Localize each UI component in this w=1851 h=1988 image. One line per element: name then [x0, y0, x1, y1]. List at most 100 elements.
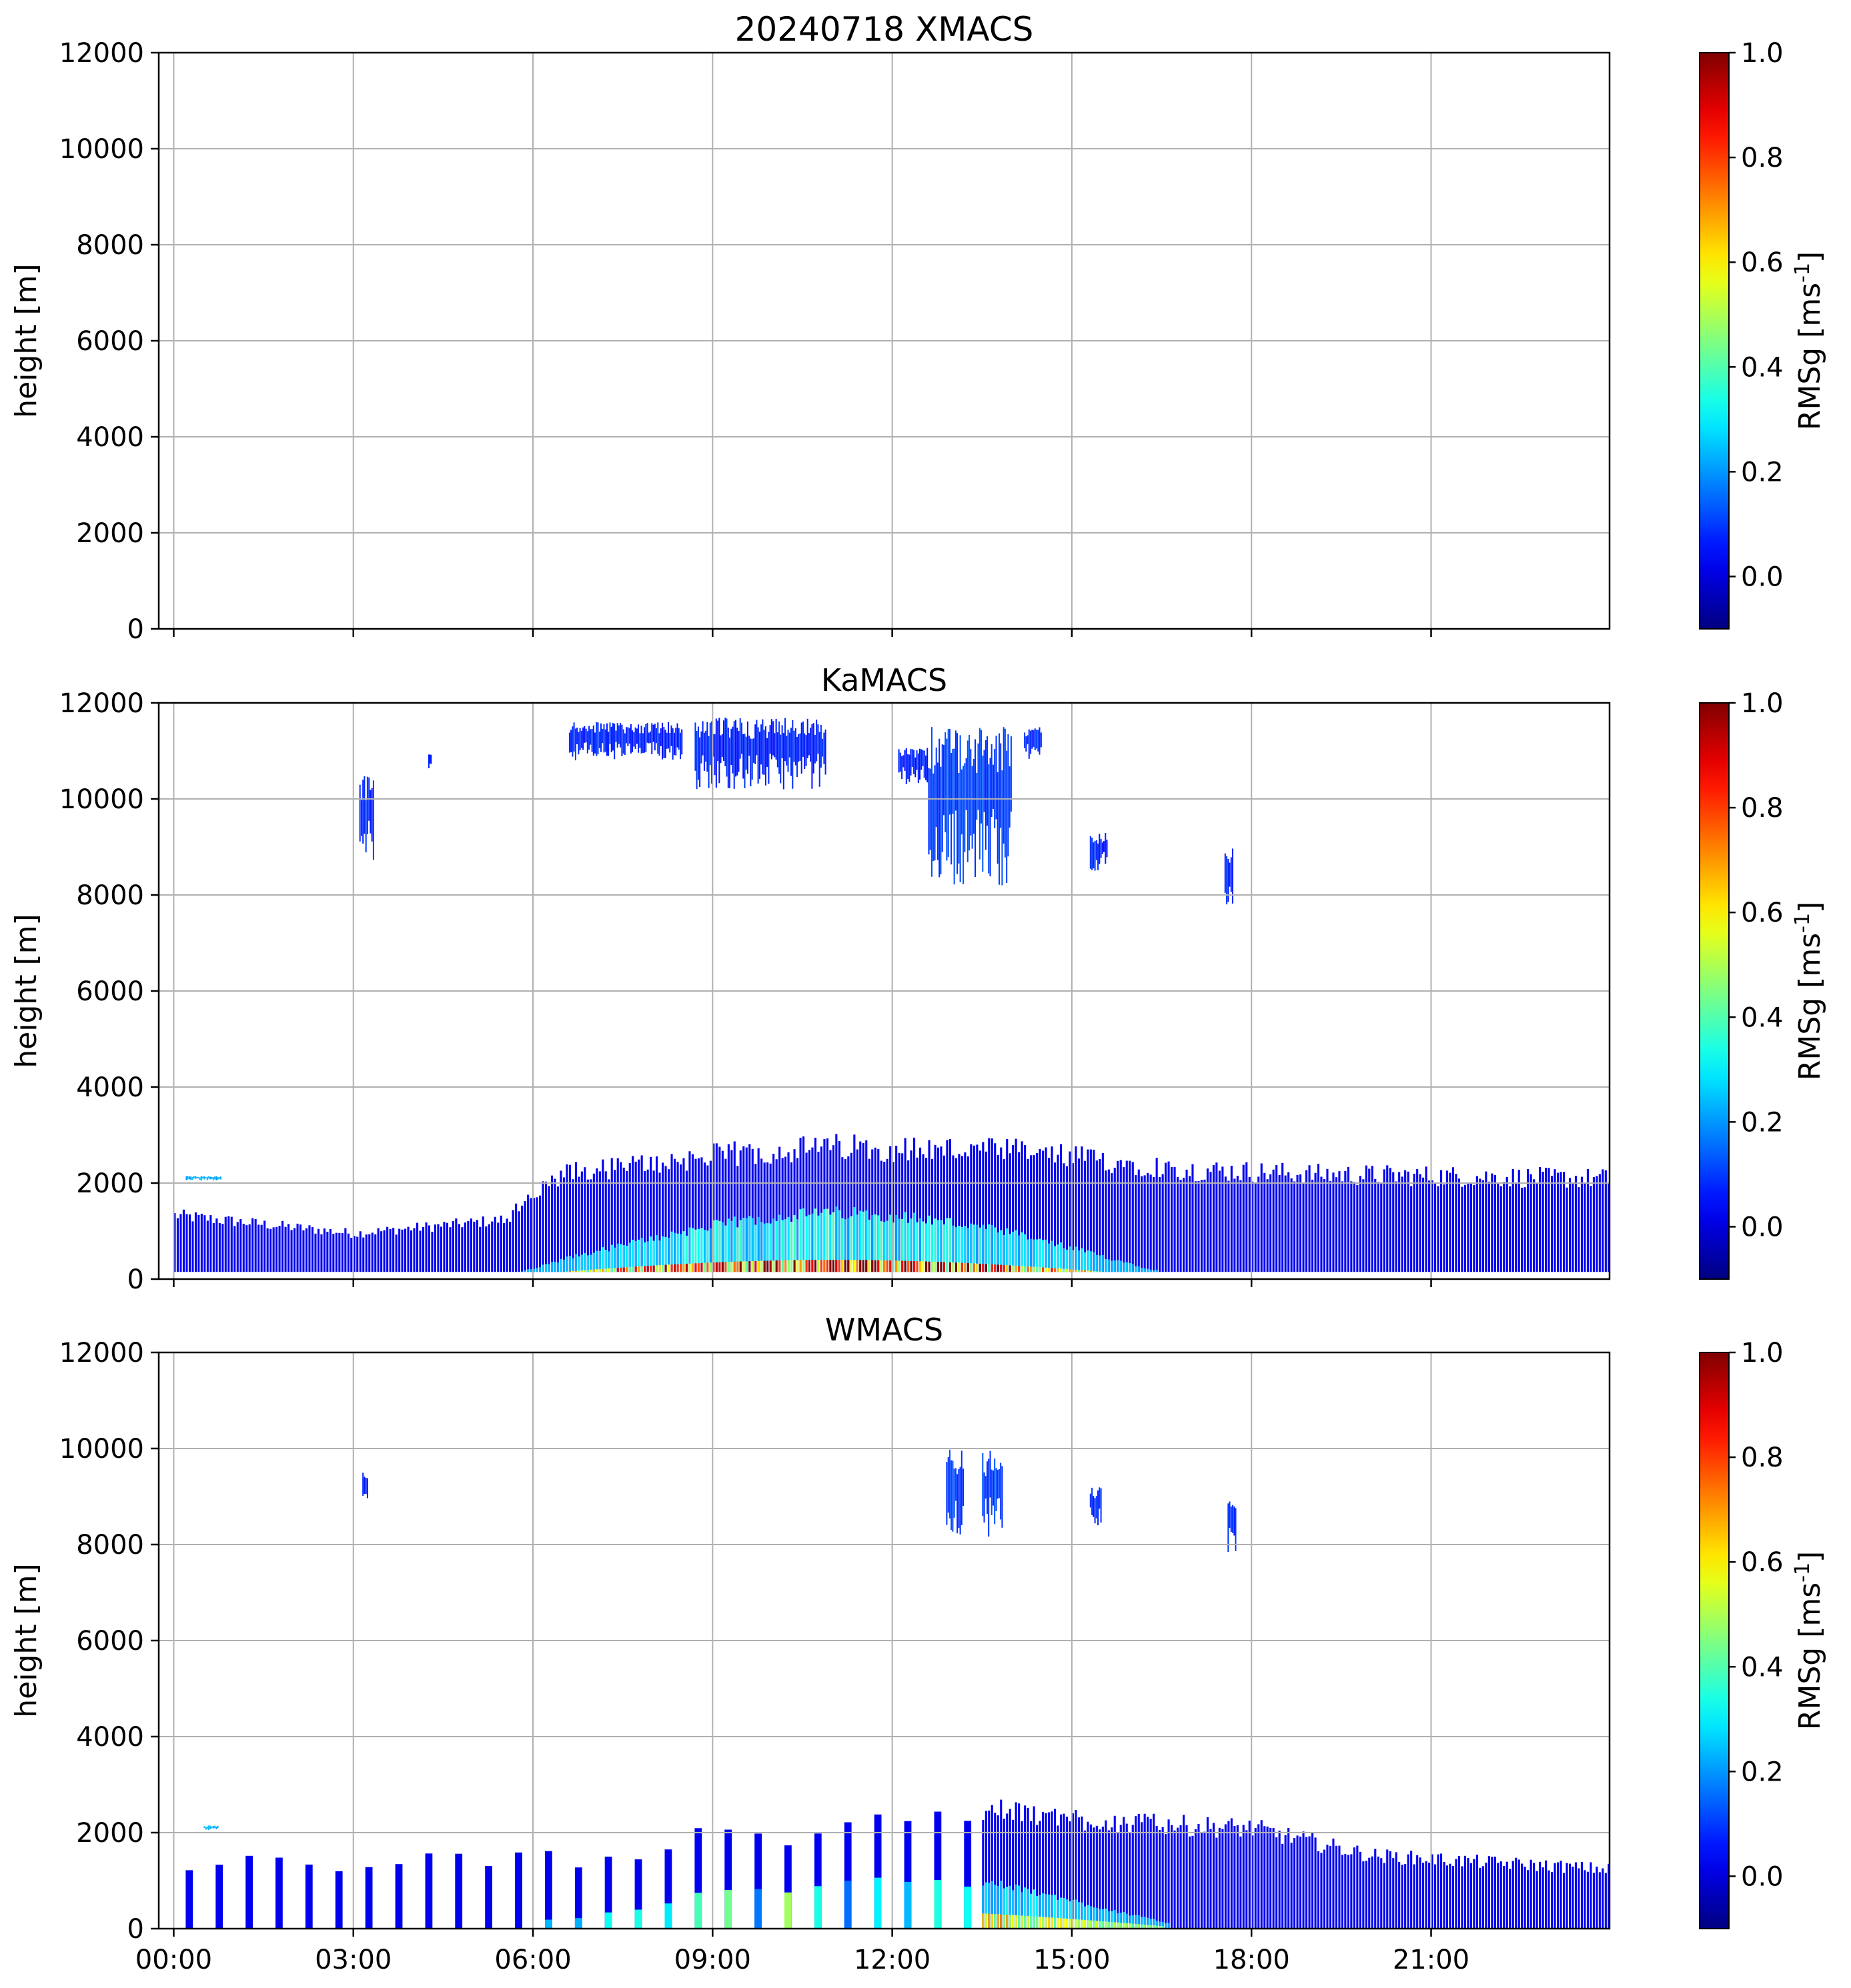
bl-column [200, 1214, 203, 1272]
bl-column [1541, 1867, 1544, 1929]
bl-column [1491, 1857, 1493, 1929]
cloud-column [983, 750, 985, 812]
bl-column [1087, 1149, 1089, 1272]
bl-peak [1036, 1266, 1039, 1272]
bl-peak [913, 1261, 916, 1272]
bl-peak [889, 1260, 892, 1272]
bl-column [1487, 1181, 1490, 1272]
cloud-column [991, 744, 993, 817]
bl-turbulence [928, 1215, 931, 1272]
bl-peak [634, 1266, 637, 1272]
y-tick-label: 6000 [76, 1626, 144, 1657]
bl-turbulence [748, 1216, 751, 1272]
bl-peak [682, 1264, 685, 1272]
bl-turbulence [662, 1236, 664, 1272]
bl-turbulence [787, 1216, 790, 1272]
bl-column [1131, 1162, 1134, 1272]
bl-column [688, 1151, 691, 1272]
bl-column [772, 1154, 775, 1272]
bl-peak [1065, 1919, 1068, 1929]
cloud-column [908, 754, 910, 782]
bl-column [509, 1222, 512, 1272]
bl-column [353, 1236, 356, 1272]
bl-turbulence [1135, 1266, 1137, 1272]
bl-peak [946, 1262, 949, 1272]
cloud-column [758, 732, 760, 779]
bl-column [1212, 1823, 1215, 1929]
bl-column [1167, 1161, 1170, 1272]
bl-turbulence [895, 1214, 898, 1272]
scan-column [634, 1859, 642, 1929]
bl-column [1311, 1833, 1314, 1929]
cloud-column [708, 736, 710, 788]
bl-peak [934, 1262, 937, 1272]
colorbar-label: RMSg [ms-1] [1791, 1551, 1827, 1730]
colorbar-tick-label: 1.0 [1741, 1338, 1784, 1368]
cloud-column [814, 735, 816, 764]
bl-turbulence [760, 1222, 763, 1272]
bl-column [1024, 1805, 1027, 1929]
bl-turbulence [1006, 1887, 1009, 1929]
bl-column [832, 1145, 834, 1272]
colorbar-tick-label: 0.4 [1741, 1652, 1784, 1683]
cloud-column [766, 738, 768, 767]
cloud-column [947, 729, 949, 857]
cloud-column [654, 724, 656, 751]
cloud-column [672, 728, 674, 760]
cloud-column [602, 728, 604, 744]
bl-column [1177, 1176, 1179, 1272]
cloud-column [615, 730, 617, 742]
scan-column [784, 1845, 792, 1929]
bl-column [1012, 1819, 1015, 1929]
bl-peak [1077, 1919, 1080, 1929]
bl-column [554, 1178, 556, 1272]
bl-column [787, 1152, 790, 1272]
bl-peak [1081, 1270, 1083, 1272]
cloud-column [1028, 729, 1030, 759]
bl-column [1113, 1815, 1116, 1929]
cloud-column [982, 1452, 984, 1517]
bl-column [1560, 1172, 1562, 1272]
cloud-column [919, 748, 920, 780]
bl-column [1422, 1177, 1425, 1272]
cloud-column [1089, 1493, 1091, 1508]
bl-column [1137, 1169, 1140, 1272]
bl-column [1356, 1845, 1359, 1929]
bl-peak [700, 1262, 703, 1272]
bl-peak [656, 1265, 658, 1272]
bl-turbulence [1131, 1264, 1134, 1272]
cloud-column [763, 730, 765, 775]
cloud-column [1000, 743, 1002, 828]
bl-column [1129, 1833, 1131, 1929]
cloud-column [952, 748, 954, 814]
bl-column [356, 1236, 359, 1272]
cloud-feature [362, 1472, 368, 1499]
bl-column [1499, 1186, 1502, 1272]
bl-turbulence [691, 1228, 694, 1272]
bl-column [1341, 1855, 1343, 1929]
cloud-column [768, 732, 770, 784]
bl-peak [650, 1265, 652, 1272]
cloud-column [953, 1468, 955, 1518]
bl-column [982, 1142, 985, 1272]
bl-column [1569, 1178, 1572, 1272]
bl-column [212, 1223, 215, 1272]
scan-column-core [784, 1892, 792, 1929]
colorbar-tick-label: 0.0 [1741, 562, 1784, 592]
bl-column [1236, 1176, 1239, 1272]
bl-column [410, 1230, 413, 1272]
bl-column [1194, 1829, 1197, 1929]
bl-turbulence [1051, 1895, 1053, 1929]
bl-column [209, 1215, 212, 1272]
bl-turbulence [739, 1220, 742, 1272]
bl-column [542, 1181, 544, 1272]
bl-column [1362, 1861, 1365, 1929]
cloud-column [949, 728, 951, 815]
bl-peak [652, 1265, 655, 1272]
bl-column [1509, 1186, 1511, 1272]
bl-column [626, 1171, 628, 1272]
bl-column [634, 1161, 637, 1272]
bl-column [1039, 1149, 1041, 1272]
bl-peak [1045, 1917, 1047, 1929]
